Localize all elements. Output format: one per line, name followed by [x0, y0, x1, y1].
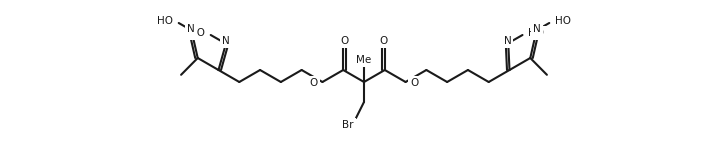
Text: O: O [379, 36, 387, 46]
Text: HO: HO [529, 28, 545, 38]
Text: N: N [222, 36, 229, 46]
Text: O: O [411, 78, 419, 88]
Text: N: N [504, 36, 511, 46]
Text: O: O [341, 36, 349, 46]
Text: O: O [309, 78, 317, 88]
Text: HO: HO [189, 28, 205, 38]
Text: Br: Br [342, 120, 354, 130]
Text: HO: HO [555, 16, 571, 26]
Text: Me: Me [357, 55, 371, 65]
Text: N: N [534, 24, 541, 34]
Text: HO: HO [157, 16, 173, 26]
Text: N: N [187, 24, 194, 34]
